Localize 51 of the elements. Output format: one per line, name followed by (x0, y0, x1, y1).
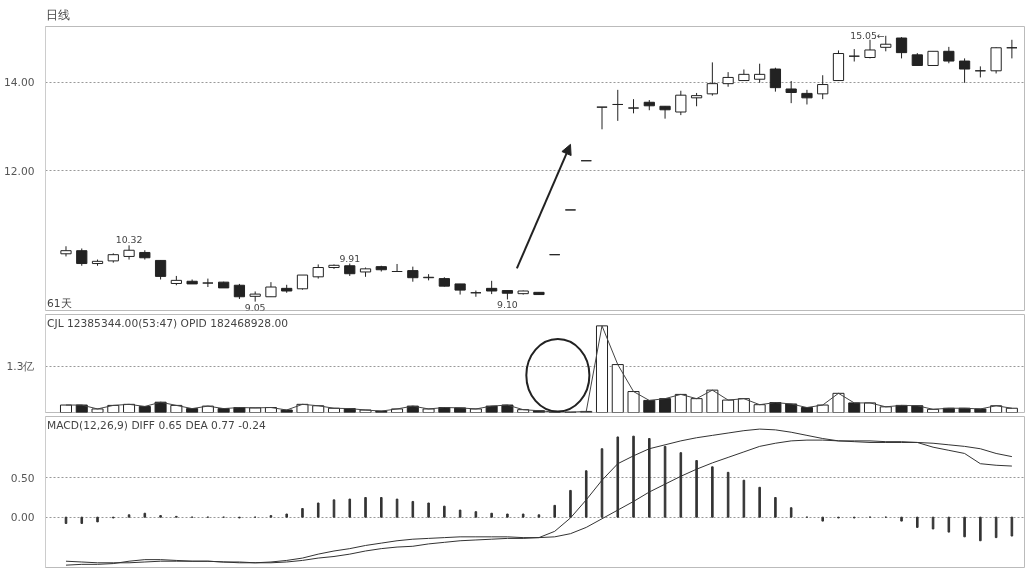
bar (722, 399, 735, 413)
candlestick (659, 105, 671, 120)
bar (627, 391, 640, 413)
candlestick (848, 48, 860, 62)
bar (674, 393, 687, 413)
candlestick (958, 57, 971, 84)
annotation: CJL 12385344.00(53:47) OPID 182468928.00 (47, 316, 289, 330)
bar (706, 389, 719, 413)
candlestick (722, 71, 734, 88)
y-tick-label: 0.50 (10, 471, 35, 485)
bar (769, 402, 782, 413)
y-tick-label: 1.3亿 (6, 359, 35, 373)
candlestick (202, 278, 214, 288)
candlestick (596, 106, 608, 130)
annotation: MACD(12,26,9) DIFF 0.65 DEA 0.77 -0.24 (47, 418, 267, 432)
candlestick (895, 36, 908, 59)
candlestick (1006, 39, 1018, 59)
annotation: 9.05 (244, 301, 266, 313)
bar (595, 325, 609, 413)
bar (611, 364, 624, 413)
candlestick (675, 90, 687, 116)
candlestick (123, 244, 135, 261)
candlestick (391, 263, 403, 273)
candlestick (990, 46, 1002, 74)
annotation: 15.05← (850, 30, 885, 42)
candlestick (785, 80, 797, 104)
candlestick (60, 245, 72, 257)
bar (832, 392, 845, 413)
candlestick (706, 61, 718, 97)
candlestick (738, 68, 750, 82)
y-tick-label: 0.00 (10, 511, 35, 525)
candlestick (612, 89, 624, 122)
bar (753, 404, 766, 413)
candlestick (754, 63, 766, 84)
bar (643, 399, 656, 413)
candlestick (186, 278, 198, 285)
candlestick (974, 65, 986, 78)
annotation: 9.10 (497, 299, 518, 311)
candlestick (328, 263, 340, 270)
candlestick (817, 74, 829, 100)
bar (659, 398, 672, 413)
bar (690, 398, 703, 413)
candlestick (154, 259, 167, 280)
chart-title: 日线 (45, 7, 70, 22)
annotation: 10.32 (115, 234, 143, 246)
y-tick-label: 12.00 (3, 164, 35, 178)
annotation: 61天 (47, 296, 72, 310)
annotation: 9.91 (339, 252, 361, 264)
y-tick-label: 14.00 (3, 76, 35, 90)
candlestick (801, 89, 813, 105)
candlestick (470, 290, 482, 298)
